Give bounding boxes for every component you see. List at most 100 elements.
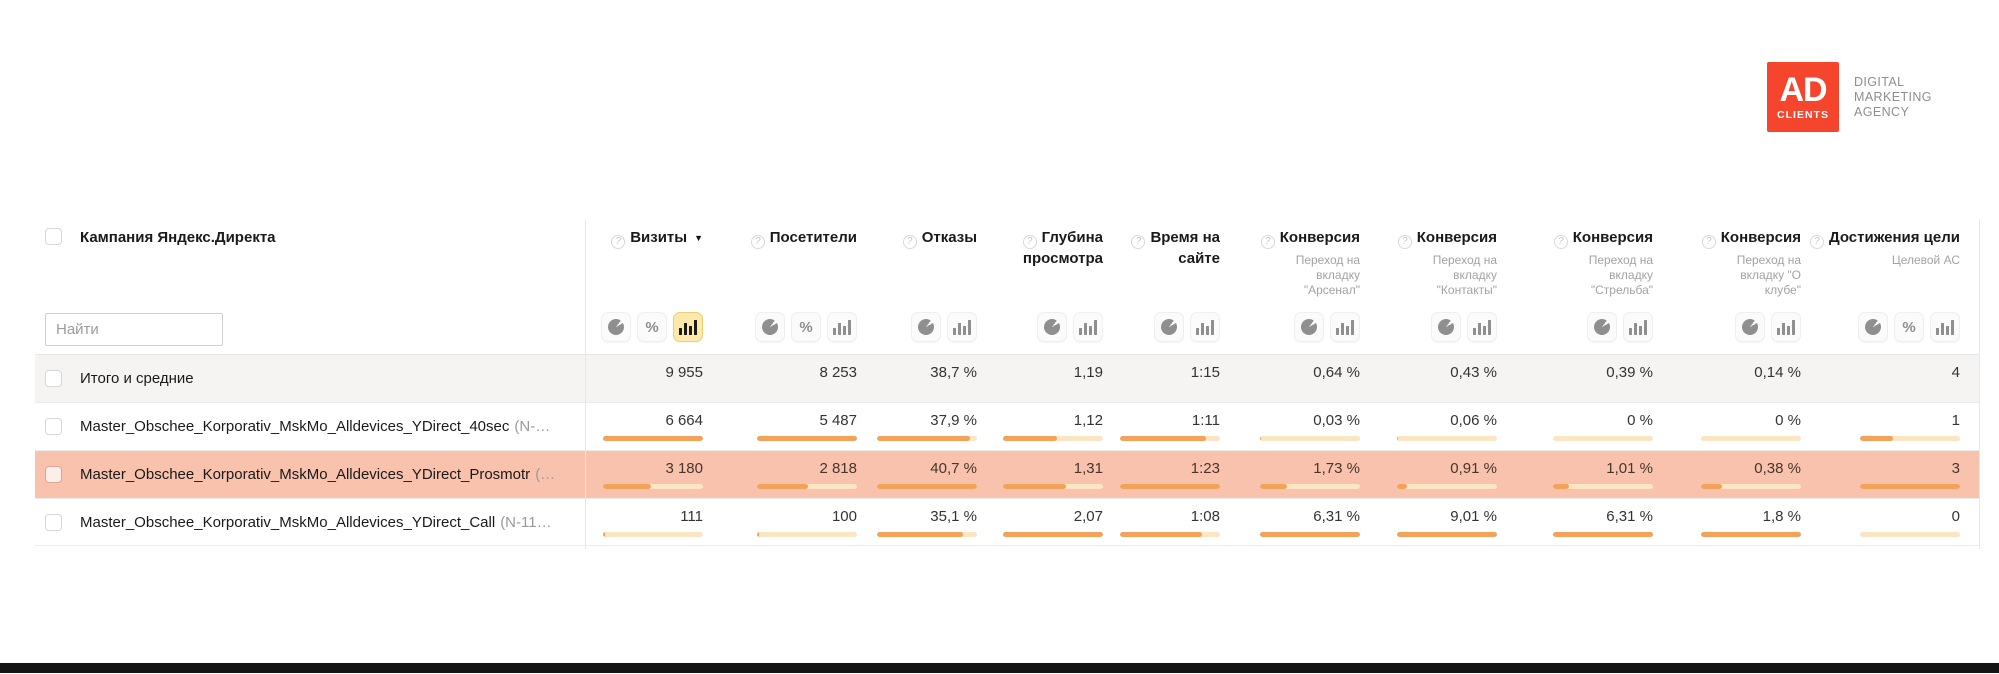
metric-cell: 6,31 %	[1497, 499, 1653, 545]
campaign-name-suffix: (N-11…	[500, 513, 552, 531]
pie-chart-icon[interactable]	[1294, 312, 1324, 342]
goals-display-options: %	[1801, 304, 1960, 354]
bar-chart-icon[interactable]	[1190, 312, 1220, 342]
column-header-conversion-contacts[interactable]: Конверсия Переход на вкладку "Контакты"	[1360, 223, 1497, 298]
help-icon[interactable]	[1553, 235, 1568, 249]
bar-chart-icon[interactable]	[1930, 312, 1960, 342]
column-subtitle: Переход на вкладку "Арсенал"	[1295, 253, 1360, 297]
pie-chart-icon[interactable]	[1735, 312, 1765, 342]
help-icon[interactable]	[1131, 235, 1146, 249]
bar-chart-icon[interactable]	[1467, 312, 1497, 342]
row-checkbox[interactable]	[45, 466, 62, 483]
metric-cell: 0 %	[1497, 403, 1653, 450]
pie-chart-icon[interactable]	[911, 312, 941, 342]
users-display-options: %	[703, 304, 857, 354]
share-bar	[1003, 436, 1103, 441]
conversion3-display-options	[1497, 304, 1653, 354]
totals-label-cell: Итого и средние	[35, 355, 585, 402]
campaign-name[interactable]: Master_Obschee_Korporativ_MskMo_Alldevic…	[80, 418, 510, 435]
pie-chart-icon[interactable]	[1431, 312, 1461, 342]
table-row-campaign-call[interactable]: Master_Obschee_Korporativ_MskMo_Alldevic…	[35, 498, 1980, 546]
metric-cell: 0,38 %	[1653, 451, 1801, 498]
metric-cell: 0,64 %	[1313, 364, 1360, 381]
help-icon[interactable]	[1397, 235, 1412, 249]
pie-chart-icon[interactable]	[755, 312, 785, 342]
column-header-bounces[interactable]: Отказы	[857, 223, 977, 298]
column-header-conversion-shooting[interactable]: Конверсия Переход на вкладку "Стрельба"	[1497, 223, 1653, 298]
campaign-name-suffix: (N-…	[514, 418, 551, 435]
metric-cell: 0,91 %	[1360, 451, 1497, 498]
table-row-totals: Итого и средние 9 955 8 253 38,7 % 1,19 …	[35, 354, 1980, 402]
column-header-visits[interactable]: Визиты	[585, 223, 703, 298]
help-icon[interactable]	[1260, 235, 1275, 249]
column-header-depth[interactable]: Глубина просмотра	[977, 223, 1103, 298]
percent-icon[interactable]: %	[791, 312, 821, 342]
share-bar	[877, 532, 977, 537]
table-row-campaign-prosmotr[interactable]: Master_Obschee_Korporativ_MskMo_Alldevic…	[35, 450, 1980, 498]
table-right-border	[1979, 219, 1980, 549]
select-all-checkbox[interactable]	[45, 228, 62, 245]
help-icon[interactable]	[1809, 235, 1824, 249]
logo-square: AD CLIENTS	[1767, 62, 1839, 132]
campaign-name[interactable]: Master_Obschee_Korporativ_MskMo_Alldevic…	[80, 466, 531, 483]
bar-chart-icon[interactable]	[1623, 312, 1653, 342]
pie-chart-icon[interactable]	[1154, 312, 1184, 342]
pie-chart-icon[interactable]	[1037, 312, 1067, 342]
logo-text-clients: CLIENTS	[1777, 109, 1829, 121]
bar-chart-icon[interactable]	[673, 312, 703, 342]
row-checkbox[interactable]	[45, 513, 62, 531]
share-bar	[757, 532, 857, 537]
share-bar	[1701, 436, 1801, 441]
bar-chart-icon[interactable]	[947, 312, 977, 342]
tagline-line: MARKETING	[1854, 89, 1932, 104]
column-header-goals[interactable]: Достижения цели Целевой АС	[1801, 223, 1960, 298]
metric-cell: 1:11	[1103, 403, 1220, 450]
bar-chart-icon[interactable]	[827, 312, 857, 342]
campaign-name[interactable]: Master_Obschee_Korporativ_MskMo_Alldevic…	[80, 513, 496, 531]
pie-chart-icon[interactable]	[601, 312, 631, 342]
time-display-options	[1103, 304, 1220, 354]
column-header-time-on-site[interactable]: Время на сайте	[1103, 223, 1220, 298]
column-subtitle: Переход на вкладку "Стрельба"	[1588, 253, 1653, 297]
help-icon[interactable]	[902, 235, 917, 249]
search-input[interactable]	[45, 313, 223, 346]
help-icon[interactable]	[750, 235, 765, 249]
help-icon[interactable]	[1022, 235, 1037, 249]
help-icon[interactable]	[1701, 235, 1716, 249]
metric-cell: 1	[1801, 403, 1960, 450]
metric-cell: 111	[585, 499, 703, 545]
bar-chart-icon[interactable]	[1771, 312, 1801, 342]
percent-icon[interactable]: %	[637, 312, 667, 342]
metric-cell: 100	[703, 499, 857, 545]
metric-cell: 35,1 %	[857, 499, 977, 545]
column-header-conversion-arsenal[interactable]: Конверсия Переход на вкладку "Арсенал"	[1220, 223, 1360, 298]
pie-chart-icon[interactable]	[1858, 312, 1888, 342]
agency-logo: AD CLIENTS DIGITAL MARKETING AGENCY	[1767, 62, 1932, 132]
share-bar	[1860, 436, 1960, 441]
column-header-users[interactable]: Посетители	[703, 223, 857, 298]
campaign-name-cell[interactable]: Master_Obschee_Korporativ_MskMo_Alldevic…	[35, 451, 585, 498]
metric-cell: 0 %	[1653, 403, 1801, 450]
campaign-name-cell[interactable]: Master_Obschee_Korporativ_MskMo_Alldevic…	[35, 403, 585, 450]
metric-cell: 4	[1951, 364, 1960, 381]
row-checkbox[interactable]	[45, 370, 62, 387]
metric-cell: 6,31 %	[1220, 499, 1360, 545]
metric-cell: 0	[1801, 499, 1960, 545]
metric-cell: 0,14 %	[1754, 364, 1801, 381]
table-row-campaign-40sec[interactable]: Master_Obschee_Korporativ_MskMo_Alldevic…	[35, 402, 1980, 450]
pie-chart-icon[interactable]	[1587, 312, 1617, 342]
metric-cell: 1:23	[1103, 451, 1220, 498]
share-bar	[1701, 532, 1801, 537]
column-divider	[585, 219, 586, 549]
metric-cell: 9 955	[665, 364, 703, 381]
share-bar	[1120, 532, 1220, 537]
bar-chart-icon[interactable]	[1330, 312, 1360, 342]
bar-chart-icon[interactable]	[1073, 312, 1103, 342]
row-checkbox[interactable]	[45, 418, 62, 435]
metric-cell: 0,43 %	[1450, 364, 1497, 381]
column-header-conversion-about[interactable]: Конверсия Переход на вкладку "О клубе"	[1653, 223, 1801, 298]
metric-cell: 2 818	[703, 451, 857, 498]
percent-icon[interactable]: %	[1894, 312, 1924, 342]
help-icon[interactable]	[611, 235, 626, 249]
campaign-name-cell[interactable]: Master_Obschee_Korporativ_MskMo_Alldevic…	[35, 499, 585, 545]
